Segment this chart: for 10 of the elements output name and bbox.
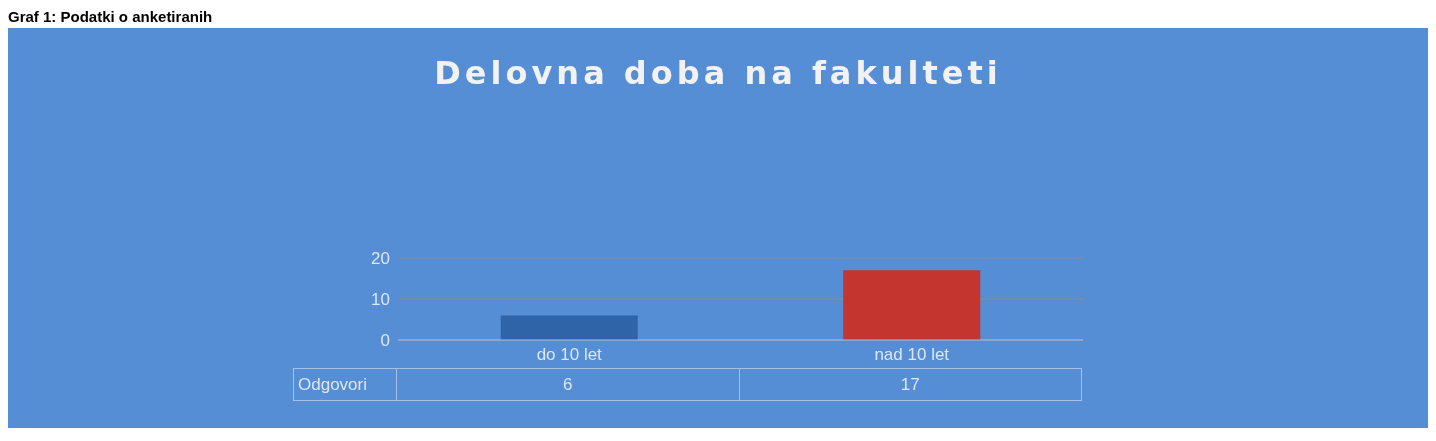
y-tick-label: 20 [371,249,390,269]
y-tick-label: 0 [380,331,390,351]
data-label: 17 [739,368,1082,401]
chart-title: Delovna doba na fakulteti [433,54,1003,92]
text: Graf 1: Podatki o anketiranih [8,8,214,27]
data-label: 6 [397,368,740,401]
text: Odgovori [293,368,397,401]
x-tick-label: nad 10 let [874,345,950,365]
y-tick-label: 10 [371,290,390,310]
x-tick-label: do 10 let [536,345,603,365]
